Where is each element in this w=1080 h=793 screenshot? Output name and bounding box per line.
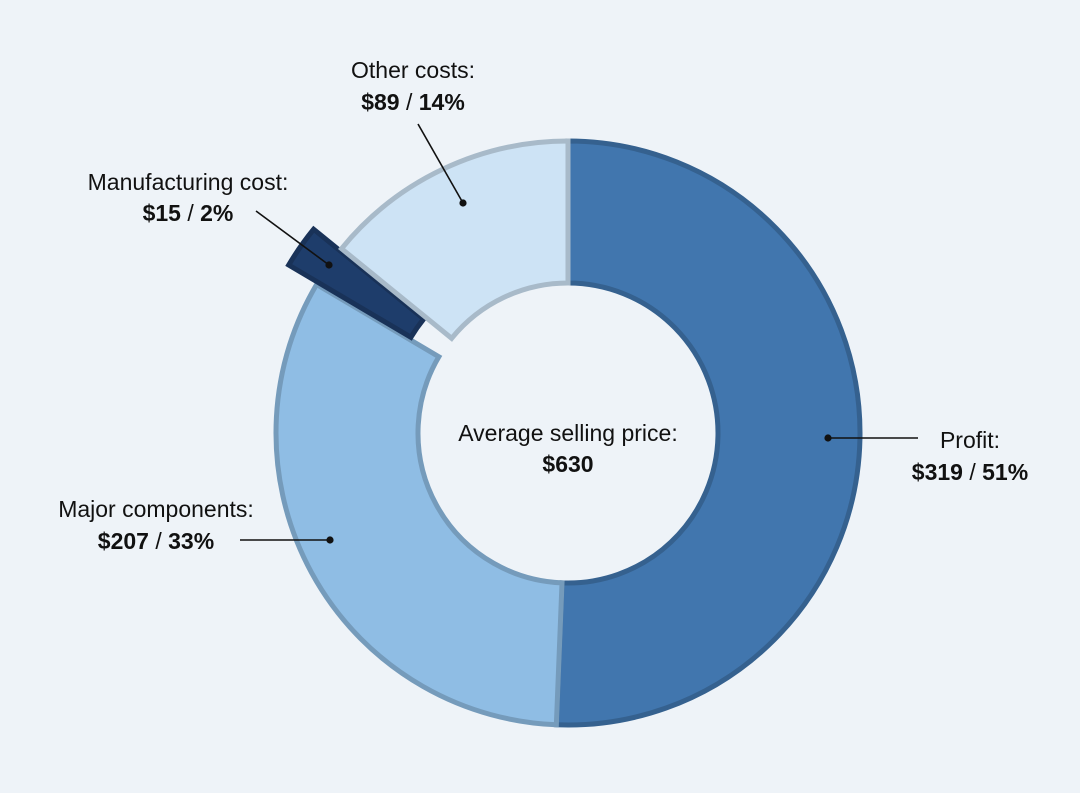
value-manufacturing-cost: $15 / 2% [143, 200, 234, 226]
amount-other-costs: $89 [361, 89, 399, 115]
percent-manufacturing-cost: 2% [200, 200, 233, 226]
label-other-costs: Other costs: [351, 57, 475, 83]
separator-manufacturing-cost: / [181, 200, 200, 226]
slice-other-costs [338, 138, 571, 342]
slice-manufacturing-cost [285, 225, 428, 341]
value-other-costs: $89 / 14% [361, 89, 465, 115]
amount-profit: $319 [912, 459, 963, 485]
leader-dot-other-costs [459, 199, 467, 207]
leader-dot-major-components [326, 536, 334, 544]
separator-major-components: / [149, 528, 168, 554]
percent-major-components: 33% [168, 528, 214, 554]
center-label: Average selling price: [458, 420, 677, 446]
leader-dot-manufacturing-cost [325, 261, 333, 269]
value-major-components: $207 / 33% [98, 528, 214, 554]
leader-line-other-costs [417, 123, 464, 204]
slice-profit [553, 138, 863, 728]
percent-other-costs: 14% [419, 89, 465, 115]
slices-group [273, 138, 863, 728]
percent-profit: 51% [982, 459, 1028, 485]
value-profit: $319 / 51% [912, 459, 1028, 485]
amount-major-components: $207 [98, 528, 149, 554]
label-major-components: Major components: [58, 496, 254, 522]
center-value: $630 [542, 451, 593, 477]
leader-dot-profit [824, 434, 832, 442]
separator-profit: / [963, 459, 982, 485]
label-manufacturing-cost: Manufacturing cost: [88, 169, 289, 195]
separator-other-costs: / [400, 89, 419, 115]
leader-line-manufacturing-cost [255, 210, 330, 266]
label-profit: Profit: [940, 427, 1000, 453]
amount-manufacturing-cost: $15 [143, 200, 182, 226]
slice-major-components [273, 281, 565, 728]
